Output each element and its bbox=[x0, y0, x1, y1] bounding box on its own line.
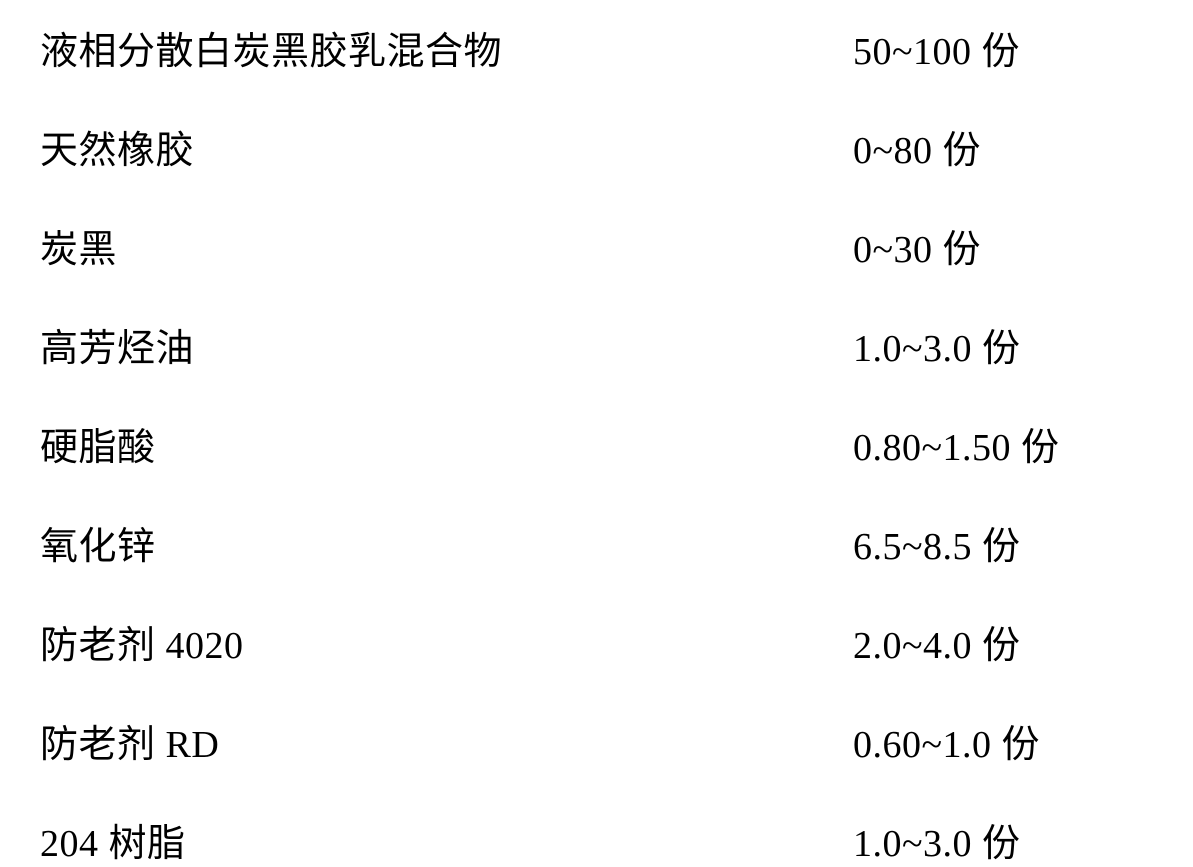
table-row: 天然橡胶 0~80 份 bbox=[40, 119, 1153, 174]
ingredient-value: 0~80 份 bbox=[853, 119, 1153, 174]
table-row: 高芳烃油 1.0~3.0 份 bbox=[40, 317, 1153, 372]
ingredient-label: 炭黑 bbox=[40, 218, 117, 273]
ingredient-label: 硬脂酸 bbox=[40, 416, 156, 471]
table-row: 防老剂 RD 0.60~1.0 份 bbox=[40, 713, 1153, 768]
ingredient-value: 0.80~1.50 份 bbox=[853, 416, 1153, 471]
table-row: 204 树脂 1.0~3.0 份 bbox=[40, 812, 1153, 867]
ingredient-list: 液相分散白炭黑胶乳混合物 50~100 份 天然橡胶 0~80 份 炭黑 0~3… bbox=[40, 20, 1153, 867]
ingredient-label: 液相分散白炭黑胶乳混合物 bbox=[40, 20, 502, 75]
ingredient-label: 天然橡胶 bbox=[40, 119, 194, 174]
ingredient-value: 0.60~1.0 份 bbox=[853, 713, 1153, 768]
table-row: 液相分散白炭黑胶乳混合物 50~100 份 bbox=[40, 20, 1153, 75]
table-row: 炭黑 0~30 份 bbox=[40, 218, 1153, 273]
table-row: 硬脂酸 0.80~1.50 份 bbox=[40, 416, 1153, 471]
ingredient-value: 2.0~4.0 份 bbox=[853, 614, 1153, 669]
ingredient-label: 氧化锌 bbox=[40, 515, 156, 570]
ingredient-value: 6.5~8.5 份 bbox=[853, 515, 1153, 570]
ingredient-label: 防老剂 4020 bbox=[40, 614, 244, 669]
ingredient-value: 0~30 份 bbox=[853, 218, 1153, 273]
ingredient-value: 50~100 份 bbox=[853, 20, 1153, 75]
ingredient-value: 1.0~3.0 份 bbox=[853, 812, 1153, 867]
ingredient-label: 防老剂 RD bbox=[40, 713, 219, 768]
table-row: 防老剂 4020 2.0~4.0 份 bbox=[40, 614, 1153, 669]
table-row: 氧化锌 6.5~8.5 份 bbox=[40, 515, 1153, 570]
ingredient-value: 1.0~3.0 份 bbox=[853, 317, 1153, 372]
ingredient-label: 高芳烃油 bbox=[40, 317, 194, 372]
ingredient-label: 204 树脂 bbox=[40, 812, 186, 867]
